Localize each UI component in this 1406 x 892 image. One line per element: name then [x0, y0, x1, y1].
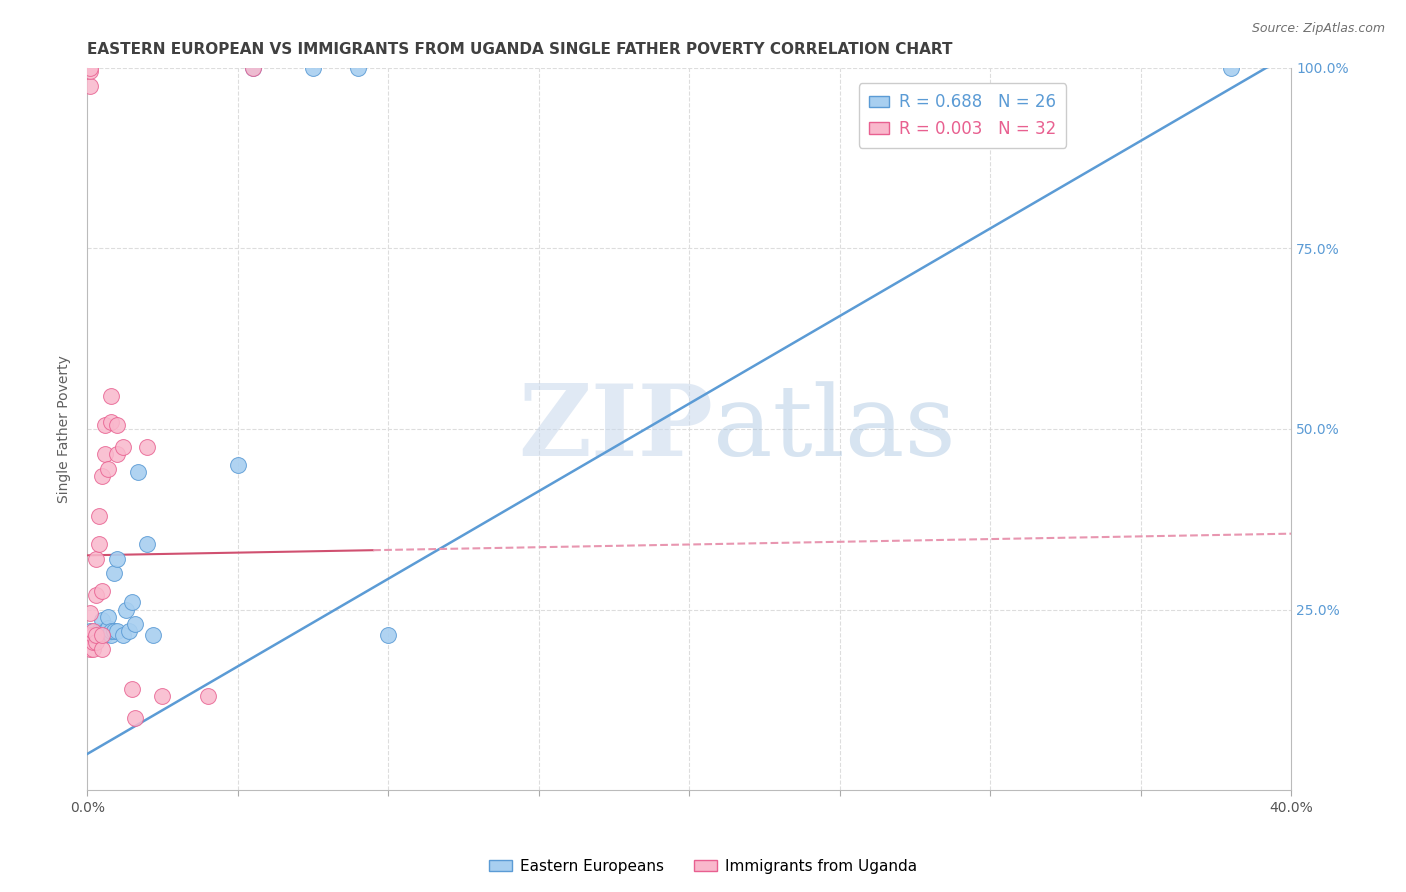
- Point: [89, 508, 111, 523]
- Point: [97, 461, 120, 475]
- Point: [105, 447, 128, 461]
- Point: [1220, 61, 1243, 75]
- Point: [84, 588, 107, 602]
- Text: atlas: atlas: [713, 381, 956, 477]
- Point: [79, 61, 101, 75]
- Point: [136, 440, 159, 454]
- Point: [103, 624, 125, 639]
- Point: [82, 642, 104, 657]
- Point: [124, 711, 146, 725]
- Point: [94, 418, 117, 433]
- Point: [127, 465, 149, 479]
- Point: [377, 628, 399, 642]
- Point: [105, 624, 128, 639]
- Point: [91, 642, 114, 657]
- Point: [79, 606, 101, 620]
- Point: [121, 681, 143, 696]
- Point: [105, 552, 128, 566]
- Point: [112, 628, 135, 642]
- Point: [242, 61, 264, 75]
- Point: [118, 624, 141, 639]
- Legend: R = 0.688   N = 26, R = 0.003   N = 32: R = 0.688 N = 26, R = 0.003 N = 32: [859, 83, 1066, 147]
- Point: [152, 690, 174, 704]
- Point: [82, 628, 104, 642]
- Point: [105, 418, 128, 433]
- Point: [94, 447, 117, 461]
- Point: [91, 628, 114, 642]
- Text: Source: ZipAtlas.com: Source: ZipAtlas.com: [1251, 22, 1385, 36]
- Point: [97, 621, 120, 635]
- Point: [112, 440, 135, 454]
- Point: [100, 624, 122, 639]
- Point: [347, 61, 370, 75]
- Point: [82, 624, 104, 639]
- Point: [89, 537, 111, 551]
- Y-axis label: Single Father Poverty: Single Father Poverty: [58, 355, 72, 503]
- Point: [115, 602, 138, 616]
- Point: [97, 609, 120, 624]
- Point: [142, 628, 165, 642]
- Point: [100, 628, 122, 642]
- Point: [121, 595, 143, 609]
- Point: [82, 635, 104, 649]
- Point: [197, 690, 219, 704]
- Point: [302, 61, 325, 75]
- Text: EASTERN EUROPEAN VS IMMIGRANTS FROM UGANDA SINGLE FATHER POVERTY CORRELATION CHA: EASTERN EUROPEAN VS IMMIGRANTS FROM UGAN…: [87, 42, 953, 57]
- Point: [84, 628, 107, 642]
- Point: [91, 584, 114, 599]
- Point: [79, 624, 101, 639]
- Point: [91, 624, 114, 639]
- Point: [242, 61, 264, 75]
- Point: [100, 389, 122, 403]
- Point: [124, 617, 146, 632]
- Point: [79, 64, 101, 78]
- Point: [89, 624, 111, 639]
- Point: [136, 537, 159, 551]
- Point: [94, 624, 117, 639]
- Point: [84, 628, 107, 642]
- Point: [91, 468, 114, 483]
- Point: [79, 628, 101, 642]
- Point: [84, 635, 107, 649]
- Point: [84, 552, 107, 566]
- Legend: Eastern Europeans, Immigrants from Uganda: Eastern Europeans, Immigrants from Ugand…: [484, 853, 922, 880]
- Point: [91, 613, 114, 627]
- Point: [94, 628, 117, 642]
- Point: [79, 642, 101, 657]
- Point: [100, 415, 122, 429]
- Point: [79, 78, 101, 93]
- Point: [103, 566, 125, 581]
- Point: [226, 458, 249, 472]
- Text: ZIP: ZIP: [519, 380, 713, 477]
